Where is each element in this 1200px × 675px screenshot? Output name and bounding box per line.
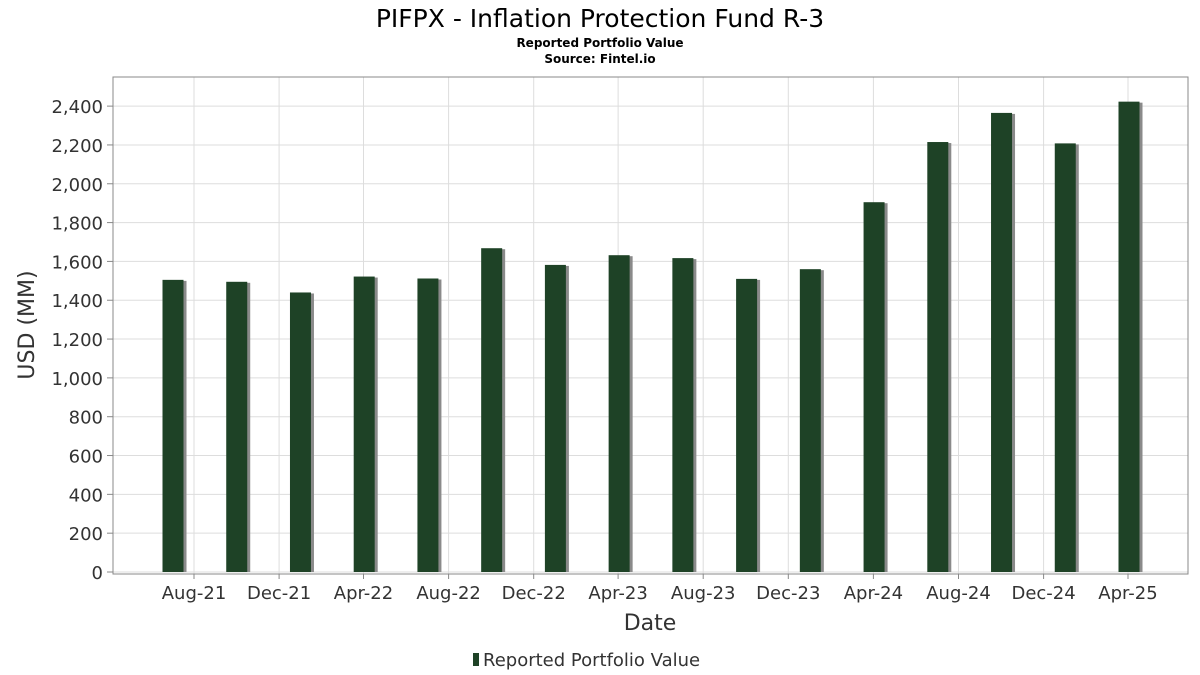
chart-source: Source: Fintel.io xyxy=(544,52,655,66)
bar xyxy=(927,142,949,572)
x-tick-label: Apr-25 xyxy=(1098,583,1157,604)
y-tick-label: 600 xyxy=(69,447,103,468)
x-axis-ticks: Aug-21 Dec-21 Apr-22 Aug-22 Dec-22 Apr-23 Aug-… xyxy=(162,574,1158,604)
x-tick-label: Apr-22 xyxy=(334,583,393,604)
bar xyxy=(1118,101,1140,572)
x-tick-label: Aug-24 xyxy=(926,583,991,604)
y-tick-label: 400 xyxy=(69,485,103,506)
bar xyxy=(226,281,248,572)
y-tick-label: 800 xyxy=(69,408,103,429)
bar xyxy=(991,112,1013,572)
y-tick-label: 1,000 xyxy=(51,369,103,390)
y-tick-label: 2,400 xyxy=(51,97,103,118)
y-axis-ticks: 0 200 400 600 800 1,000 1,200 1,400 1,600 1,800 2,… xyxy=(51,97,113,584)
grid-lines xyxy=(113,77,1188,574)
y-tick-label: 2,000 xyxy=(51,175,103,196)
x-tick-label: Dec-24 xyxy=(1011,583,1075,604)
x-tick-label: Apr-23 xyxy=(588,583,647,604)
x-tick-label: Apr-24 xyxy=(844,583,903,604)
bar xyxy=(481,248,503,572)
bar xyxy=(417,278,439,572)
y-tick-label: 1,600 xyxy=(51,252,103,273)
y-axis-label: USD (MM) xyxy=(15,270,40,379)
legend-label: Reported Portfolio Value xyxy=(483,650,700,671)
chart-title: PIFPX - Inflation Protection Fund R-3 xyxy=(376,4,824,33)
legend-swatch xyxy=(473,653,479,666)
y-tick-label: 0 xyxy=(92,563,103,584)
x-tick-label: Dec-22 xyxy=(502,583,566,604)
x-tick-label: Aug-21 xyxy=(162,583,227,604)
x-tick-label: Aug-23 xyxy=(671,583,736,604)
bar xyxy=(162,279,184,572)
y-tick-label: 1,800 xyxy=(51,214,103,235)
plot-area xyxy=(112,76,1189,575)
x-tick-label: Aug-22 xyxy=(416,583,481,604)
y-tick-label: 2,200 xyxy=(51,136,103,157)
x-axis-label: Date xyxy=(624,611,677,636)
chart-subtitle: Reported Portfolio Value xyxy=(516,36,683,50)
bar xyxy=(353,276,375,572)
bars-group xyxy=(162,101,1143,573)
y-tick-label: 1,400 xyxy=(51,291,103,312)
bar xyxy=(863,202,885,573)
bar xyxy=(672,258,694,572)
bar xyxy=(608,255,630,572)
bar xyxy=(544,264,566,572)
bar xyxy=(736,278,758,572)
bar xyxy=(799,269,821,572)
x-tick-label: Dec-23 xyxy=(756,583,820,604)
x-tick-label: Dec-21 xyxy=(247,583,311,604)
bar xyxy=(1054,143,1076,572)
y-tick-label: 200 xyxy=(69,524,103,545)
bar xyxy=(289,292,311,572)
legend: Reported Portfolio Value xyxy=(473,650,700,671)
y-tick-label: 1,200 xyxy=(51,330,103,351)
